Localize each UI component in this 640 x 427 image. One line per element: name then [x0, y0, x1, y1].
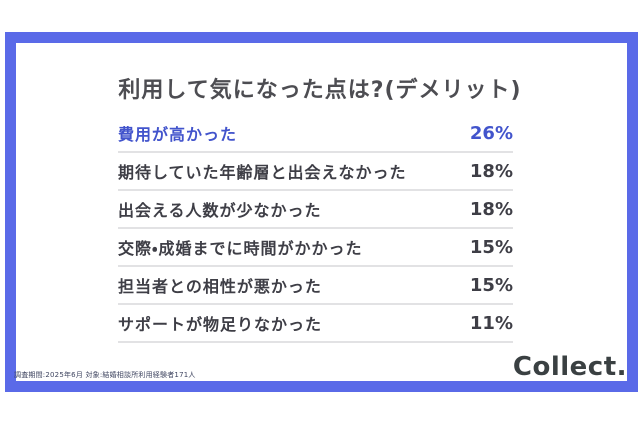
row-label: 出会える人数が少なかった [118, 201, 322, 220]
row-label: 期待していた年齢層と出会えなかった [118, 163, 407, 182]
table-row: 出会える人数が少なかった 18% [118, 191, 513, 229]
table-row: 担当者との相性が悪かった 15% [118, 267, 513, 305]
row-value: 15% [469, 236, 513, 258]
row-value: 11% [469, 312, 513, 334]
row-label: サポートが物足りなかった [118, 315, 323, 334]
table-row: 費用が高かった 26% [118, 115, 513, 153]
row-value: 15% [469, 274, 513, 296]
row-label: 交際・成婚までに時間がかかった [118, 239, 363, 258]
table-row: サポートが物足りなかった 11% [118, 305, 513, 343]
page-title: 利用して気になった点は?(デメリット) [118, 78, 522, 103]
row-label: 費用が高かった [118, 125, 238, 144]
survey-source-note: 調査期間:2025年6月 対象:結婚相談所利用経験者171人 [14, 371, 196, 379]
brand-logo: Collect. [512, 352, 627, 382]
row-value: 18% [469, 160, 513, 182]
survey-list: 費用が高かった 26% 期待していた年齢層と出会えなかった 18% 出会える人数… [118, 115, 513, 343]
card-frame [5, 32, 638, 392]
table-row: 期待していた年齢層と出会えなかった 18% [118, 153, 513, 191]
row-value: 26% [469, 122, 513, 144]
row-label: 担当者との相性が悪かった [118, 277, 322, 296]
table-row: 交際・成婚までに時間がかかった 15% [118, 229, 513, 267]
row-value: 18% [469, 198, 513, 220]
